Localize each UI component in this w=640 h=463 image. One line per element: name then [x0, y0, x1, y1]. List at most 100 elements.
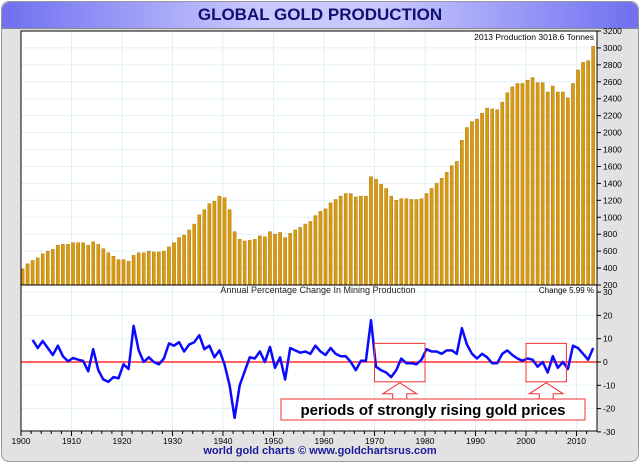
bar [30, 260, 35, 286]
bar [237, 239, 242, 286]
bar [101, 248, 106, 286]
bar [217, 195, 222, 286]
bar [399, 198, 404, 286]
bar [61, 244, 65, 286]
y-tick-label: 1800 [603, 145, 622, 155]
y-tick-label: 2600 [603, 77, 622, 87]
bar [384, 188, 388, 286]
bar [177, 237, 181, 286]
bar [45, 250, 50, 286]
chart-title: GLOBAL GOLD PRODUCTION [197, 5, 443, 24]
bar [364, 195, 368, 286]
bar [490, 108, 494, 286]
bar [51, 249, 55, 286]
bar [434, 183, 439, 286]
bar [379, 184, 383, 286]
y-tick-label: 2400 [603, 94, 622, 104]
bar [116, 259, 121, 286]
x-tick-label: 2000 [517, 436, 536, 446]
bar [313, 215, 318, 286]
x-tick-label: 1980 [416, 436, 435, 446]
pct-change-line [31, 318, 595, 420]
bar [576, 69, 580, 286]
bar [495, 109, 500, 286]
footer-credit: world gold charts © www.goldchartsrus.co… [203, 445, 437, 457]
bar [242, 240, 247, 286]
bar [222, 197, 227, 286]
y-tick-label: 2000 [603, 128, 622, 138]
bar [545, 91, 550, 286]
bar [540, 82, 545, 286]
bar [157, 251, 161, 286]
bar [91, 241, 96, 286]
y-tick-label: 800 [603, 229, 617, 239]
bar [500, 101, 505, 286]
highlight-box [374, 342, 426, 383]
bar [66, 244, 70, 286]
y-tick-label: 1400 [603, 178, 622, 188]
bar [485, 107, 489, 286]
y-tick-label: 20 [603, 310, 613, 320]
plot-border [20, 30, 598, 432]
bar [348, 193, 353, 286]
bar [247, 239, 252, 286]
y-tick-label: 1000 [603, 212, 622, 222]
bar [550, 85, 555, 286]
bar [212, 200, 217, 286]
bar [535, 82, 540, 286]
y-tick-label: 1600 [603, 161, 622, 171]
bar [419, 198, 424, 286]
bar [197, 214, 202, 286]
bar [227, 209, 232, 286]
x-tick-label: 1940 [214, 436, 233, 446]
y-tick-label: 1200 [603, 195, 622, 205]
bar [510, 86, 515, 286]
bar [136, 252, 141, 286]
y-tick-label: -30 [603, 427, 616, 437]
bar [581, 62, 585, 286]
bar [268, 231, 272, 286]
y-tick-label: -10 [603, 380, 616, 390]
y-tick-label: 2800 [603, 60, 622, 70]
bar [56, 245, 60, 286]
x-tick-label: 1920 [113, 436, 132, 446]
x-tick-label: 2010 [567, 436, 586, 446]
bar [146, 250, 151, 286]
bar [328, 202, 333, 286]
bar [333, 199, 338, 286]
bar [71, 242, 75, 286]
bar [293, 229, 298, 286]
bar [121, 259, 126, 286]
bar [520, 83, 525, 286]
bar [354, 196, 358, 286]
y-tick-label: 10 [603, 334, 613, 344]
bar [359, 195, 363, 286]
bar [515, 83, 520, 286]
bar [96, 244, 101, 286]
bar [258, 235, 262, 286]
bar [470, 121, 474, 286]
y-tick-label: 600 [603, 246, 617, 256]
bar [465, 127, 469, 286]
production-annotation: 2013 Production 3018.6 Tonnes [474, 32, 594, 42]
bar [172, 242, 176, 286]
bar [308, 221, 313, 286]
bar [273, 233, 277, 286]
bar [530, 77, 535, 286]
x-tick-label: 1930 [163, 436, 182, 446]
bar [591, 46, 595, 286]
bar [106, 252, 111, 286]
bar [409, 199, 414, 286]
bar [338, 195, 343, 286]
bar [318, 211, 323, 286]
bar [187, 229, 191, 286]
bar [288, 233, 292, 286]
bar [460, 140, 464, 286]
bar [283, 237, 287, 286]
x-tick-label: 1960 [315, 436, 334, 446]
bar [35, 257, 40, 286]
bar [126, 261, 131, 286]
bar [429, 188, 434, 286]
bar [323, 208, 328, 286]
bar [182, 234, 186, 286]
